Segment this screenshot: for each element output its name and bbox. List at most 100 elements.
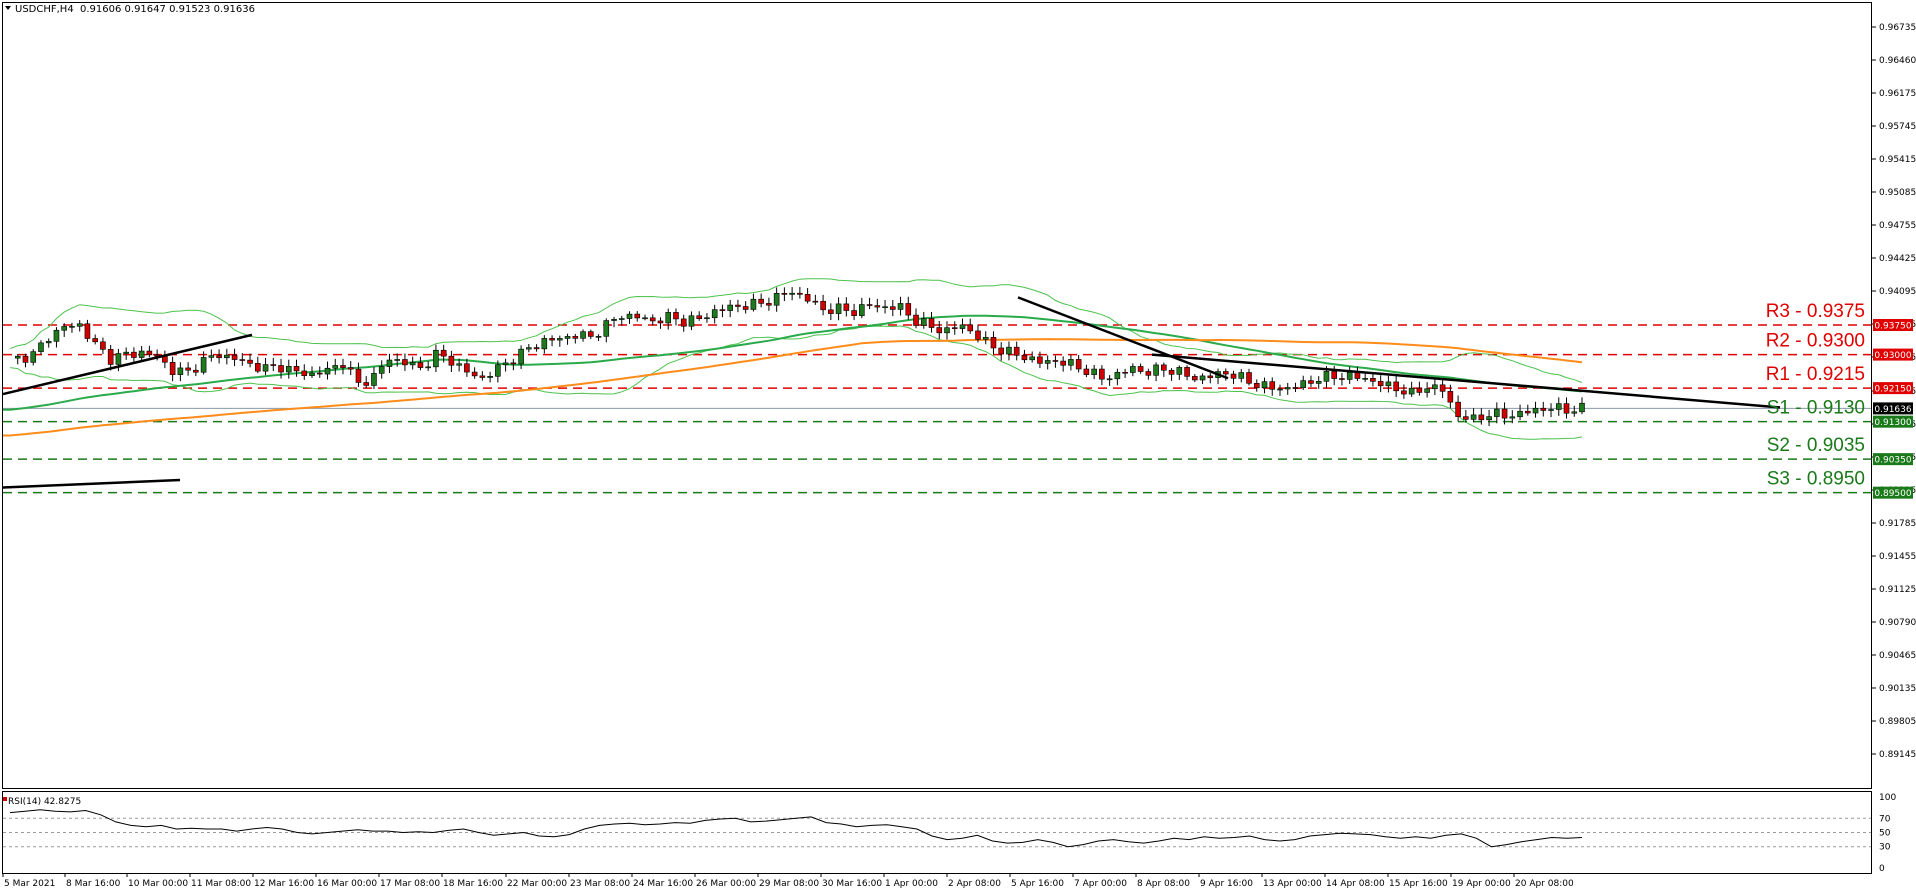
bear-candle [1060, 360, 1066, 366]
bull-candle [495, 364, 501, 377]
bull-candle [897, 303, 904, 310]
bear-candle [247, 359, 253, 364]
bear-candle [572, 336, 579, 339]
bull-candle [1238, 372, 1245, 379]
bear-candle [239, 359, 246, 361]
bear-candle [1145, 371, 1152, 376]
time-axis-label: 18 Mar 16:00 [443, 879, 503, 889]
bull-candle [123, 351, 129, 354]
time-axis-label: 20 Apr 08:00 [1515, 879, 1574, 889]
collapse-arrow-icon[interactable] [5, 6, 11, 10]
rsi-axis-label: 30 [1879, 843, 1891, 853]
bull-candle [177, 367, 184, 375]
current-price-tag-text: 0.91636 [1874, 405, 1911, 415]
bull-candle [76, 323, 83, 327]
support-price-tag [1873, 486, 1913, 499]
price-axis-label: 0.94425 [1879, 254, 1916, 264]
symbol-label: USDCHF,H4 [15, 4, 74, 15]
trend-lines [2, 296, 1781, 489]
rsi-axis-label: 0 [1879, 864, 1885, 874]
bull-candle [773, 293, 780, 306]
bull-candle [1408, 387, 1415, 395]
bear-candle [1230, 373, 1237, 379]
price-axis-label: 0.95745 [1879, 122, 1916, 132]
rsi-label: RSI(14) 42.8275 [8, 797, 81, 807]
bull-candle [38, 342, 44, 352]
time-axis-label: 23 Mar 08:00 [570, 879, 630, 889]
bull-candle [603, 320, 610, 337]
bull-candle [920, 318, 927, 326]
bull-candle [45, 341, 52, 344]
bear-candle [316, 372, 323, 375]
bear-candle [440, 349, 447, 357]
bear-candle [797, 292, 803, 295]
bear-candle [1439, 384, 1446, 392]
bear-candle [634, 313, 641, 319]
resistance-level-label: R3 - 0.9375 [1766, 301, 1865, 322]
bear-candle [696, 315, 703, 320]
bull-candle [1532, 407, 1539, 414]
bull-candle [61, 326, 68, 331]
bear-candle [1455, 401, 1461, 417]
bull-candle [1106, 378, 1113, 381]
bear-candle [719, 309, 726, 311]
main-panel-frame [2, 2, 1872, 789]
bull-candle [1362, 378, 1368, 380]
bull-candle [541, 338, 548, 350]
bull-candle [1323, 371, 1330, 382]
bull-candle [526, 347, 532, 350]
time-axis-label: 11 Mar 08:00 [191, 879, 251, 889]
bear-candle [1052, 360, 1059, 362]
bear-candle [1370, 378, 1376, 382]
bull-candle [487, 376, 493, 378]
time-axis-label: 1 Apr 00:00 [885, 879, 938, 889]
resistance-price-tag [1873, 319, 1913, 331]
bull-candle [750, 298, 757, 310]
bear-candle [680, 318, 687, 327]
bull-candle [1068, 359, 1074, 366]
moving-average-100 [3, 314, 1583, 411]
bear-candle [673, 312, 679, 320]
bull-candle [1176, 367, 1183, 375]
bear-candle [340, 365, 346, 368]
bear-candle [1331, 371, 1337, 379]
bull-candle [1261, 381, 1268, 389]
bull-candle [200, 357, 207, 373]
bull-candle [69, 326, 75, 328]
bear-candle [967, 324, 974, 332]
bear-candle [1501, 408, 1508, 419]
bear-candle [1377, 381, 1384, 387]
bull-candle [789, 292, 795, 295]
bear-candle [1339, 378, 1345, 380]
bear-candle [1540, 407, 1547, 411]
time-axis: 5 Mar 2021 8 Mar 16:00 10 Mar 00:00 11 Mar … [2, 873, 1574, 889]
bull-candle [30, 351, 37, 363]
bear-candle [510, 362, 517, 365]
bear-candle [804, 294, 811, 302]
price-axis-label: 0.95415 [1879, 155, 1916, 165]
bear-candle [216, 355, 222, 359]
bear-candle [1393, 381, 1399, 392]
price-axis-label: 0.91785 [1879, 519, 1916, 529]
bear-candle [649, 317, 656, 322]
support-level-label: S1 - 0.9130 [1767, 398, 1865, 419]
price-axis-label: 0.96735 [1879, 23, 1916, 33]
bull-candle [115, 353, 122, 365]
bull-candle [704, 317, 710, 320]
bear-candle [913, 314, 919, 326]
resistance-price-tag [1873, 382, 1913, 395]
bear-candle [107, 349, 114, 365]
bear-candle [1463, 416, 1469, 420]
bear-candle [417, 362, 424, 368]
bull-candle [224, 354, 230, 359]
resistance-level-label: R2 - 0.9300 [1766, 331, 1865, 352]
price-axis-label: 0.95085 [1879, 188, 1916, 198]
bear-candle [448, 355, 455, 366]
bull-candle [1346, 372, 1353, 380]
level-labels: R3 - 0.9375 R2 - 0.9300 R1 - 0.9215 S1 - 0.… [1766, 301, 1865, 490]
bear-candle [1563, 403, 1570, 414]
bear-candle [874, 305, 881, 308]
bull-candle [711, 309, 718, 319]
rsi-levels [3, 817, 1871, 848]
bear-candle [1207, 375, 1214, 378]
